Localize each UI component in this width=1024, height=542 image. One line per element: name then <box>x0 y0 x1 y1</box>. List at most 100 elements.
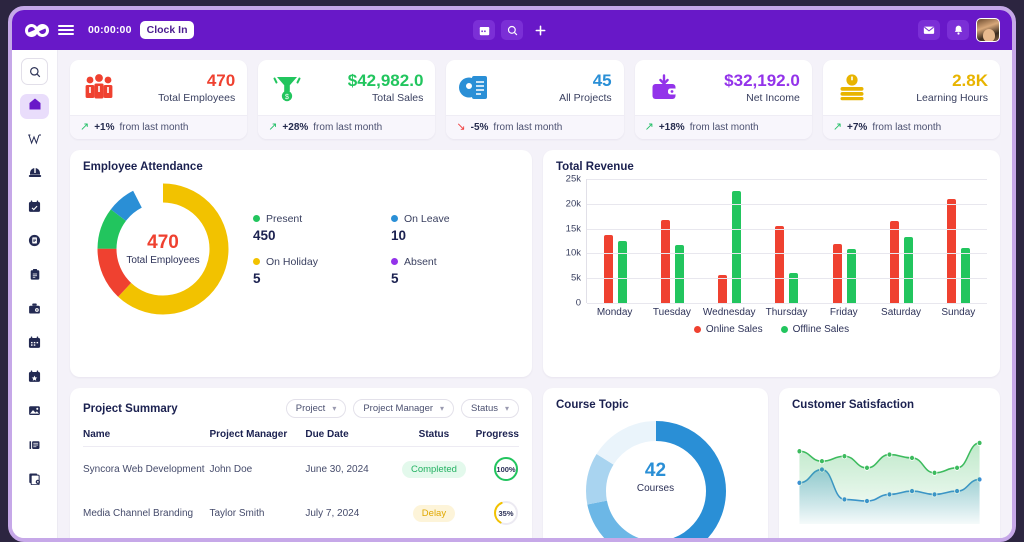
sidebar-item-documents[interactable] <box>20 230 49 255</box>
legend-dot-icon <box>253 215 260 222</box>
clock-in-button[interactable]: Clock In <box>139 21 195 39</box>
charts-row: Employee Attendance 470 <box>70 150 1000 377</box>
chart-bar <box>718 275 728 303</box>
bar-group <box>644 179 701 303</box>
trend-up-icon: ↗ <box>80 121 90 133</box>
y-axis-tick: 20k <box>565 198 581 210</box>
sidebar-item-projects[interactable] <box>20 298 49 323</box>
chevron-down-icon: ▾ <box>440 404 445 413</box>
panel-title: Employee Attendance <box>83 161 203 173</box>
sidebar-item-events[interactable] <box>20 366 49 391</box>
x-axis-tick: Tuesday <box>652 307 691 318</box>
stat-value: 45 <box>592 71 612 91</box>
customer-satisfaction-chart <box>792 419 987 529</box>
chart-data-point <box>976 439 983 446</box>
chart-data-point <box>841 453 848 460</box>
projects-gear-icon <box>458 71 492 105</box>
sidebar-item-reports[interactable] <box>20 434 49 459</box>
app-window: 00:00:00 Clock In <box>8 6 1016 542</box>
sidebar-item-safety[interactable] <box>20 162 49 187</box>
plus-icon[interactable] <box>529 20 551 40</box>
stat-card-net-income[interactable]: $32,192.0 Net Income ↗ +18% from last mo… <box>634 60 812 139</box>
calendar-check-icon <box>28 200 41 218</box>
stat-label: Total Employees <box>158 91 236 104</box>
x-axis-tick: Saturday <box>881 307 922 318</box>
trend-down-icon: ↘ <box>456 121 466 133</box>
column-header-progress: Progress <box>471 425 519 447</box>
legend-dot-icon <box>253 258 260 265</box>
sidebar-item-media[interactable] <box>20 400 49 425</box>
panel-title: Total Revenue <box>556 161 634 173</box>
x-axis-tick: Monday <box>596 307 633 318</box>
legend-label: Present <box>266 212 303 225</box>
trend-value: +28% <box>282 122 309 133</box>
cell-project-name: Media Channel Branding <box>83 507 194 519</box>
clock-timer: 00:00:00 <box>88 24 132 36</box>
column-header-due-date: Due Date <box>305 425 397 447</box>
cell-manager: John Doe <box>209 463 253 475</box>
stat-card-total-sales[interactable]: $ $42,982.0 Total Sales ↗ +28% from last… <box>258 60 436 139</box>
mail-icon[interactable] <box>918 20 940 40</box>
progress-value: 100% <box>496 464 516 474</box>
chart-data-point <box>819 458 825 465</box>
x-axis-tick: Thursday <box>765 307 808 318</box>
wiki-icon <box>27 132 42 150</box>
people-group-icon <box>82 71 116 105</box>
bar-group <box>873 179 930 303</box>
bell-icon[interactable] <box>947 20 969 40</box>
wallet-icon <box>647 71 681 105</box>
chart-bars <box>587 179 987 303</box>
status-badge: Delay <box>412 504 456 522</box>
table-row[interactable]: Media Channel Branding Taylor Smith July… <box>83 491 519 535</box>
legend-label: Offline Sales <box>792 324 850 335</box>
column-header-manager: Project Manager <box>209 425 306 447</box>
stat-card-all-projects[interactable]: 45 All Projects ↘ -5% from last month <box>446 60 624 139</box>
sidebar-item-schedule[interactable] <box>20 196 49 221</box>
stat-card-total-employees[interactable]: 470 Total Employees ↗ +1% from last mont… <box>70 60 248 139</box>
chart-bar <box>661 219 671 303</box>
home-icon <box>28 97 42 116</box>
cell-project-name: Syncora Web Development <box>83 463 205 475</box>
sidebar-item-home[interactable] <box>20 94 49 119</box>
legend-dot-icon <box>391 258 398 265</box>
sidebar-item-calendar[interactable] <box>20 332 49 357</box>
filter-project-manager[interactable]: Project Manager ▾ <box>353 399 455 418</box>
filter-status[interactable]: Status ▾ <box>461 399 519 418</box>
search-icon[interactable] <box>501 20 523 40</box>
stat-value: $32,192.0 <box>724 71 800 91</box>
hamburger-menu-icon[interactable] <box>58 25 74 35</box>
calendar-icon[interactable] <box>473 20 495 40</box>
filter-project[interactable]: Project ▾ <box>285 399 347 418</box>
grid-line <box>587 278 987 280</box>
helmet-icon <box>28 166 42 184</box>
chart-x-axis: Monday Tuesday Wednesday Thursday Friday Satu… <box>586 307 987 318</box>
bar-group <box>930 179 987 303</box>
sidebar-search-icon[interactable] <box>21 58 48 85</box>
infinity-logo-icon[interactable] <box>24 20 50 40</box>
y-axis-tick: 5k <box>570 272 581 284</box>
sidebar-item-tasks[interactable] <box>20 264 49 289</box>
chart-bar <box>960 248 970 303</box>
calendar-grid-icon <box>28 336 41 354</box>
legend-value: 5 <box>253 270 261 286</box>
sidebar-item-wiki[interactable] <box>20 128 49 153</box>
cell-due-date: July 7, 2024 <box>305 507 360 519</box>
column-header-status: Status <box>396 425 471 447</box>
bar-group <box>816 179 873 303</box>
attendance-donut-chart: 470 Total Employees <box>83 179 243 319</box>
chart-bar <box>775 225 785 303</box>
legend-item-on-holiday: On Holiday 5 <box>253 256 381 286</box>
stat-card-learning-hours[interactable]: 2.8K Learning Hours ↗ +7% from last mont… <box>822 60 1001 139</box>
chart-data-point <box>909 454 915 461</box>
gauge-center-value: 42 <box>644 460 667 481</box>
sidebar-item-settings[interactable] <box>20 468 49 493</box>
avatar[interactable] <box>976 18 1000 42</box>
stat-label: Net Income <box>746 91 800 104</box>
panel-title: Project Summary <box>83 402 178 415</box>
cell-due-date: June 30, 2024 <box>305 463 369 475</box>
total-revenue-panel: Total Revenue 0 5k 10k 15k 20k 25k Monday Tues… <box>543 150 1000 377</box>
table-row[interactable]: Syncora Web Development John Doe June 30… <box>83 447 519 492</box>
header-center-actions <box>473 20 551 40</box>
grid-line <box>587 303 987 304</box>
bar-group <box>587 179 644 303</box>
